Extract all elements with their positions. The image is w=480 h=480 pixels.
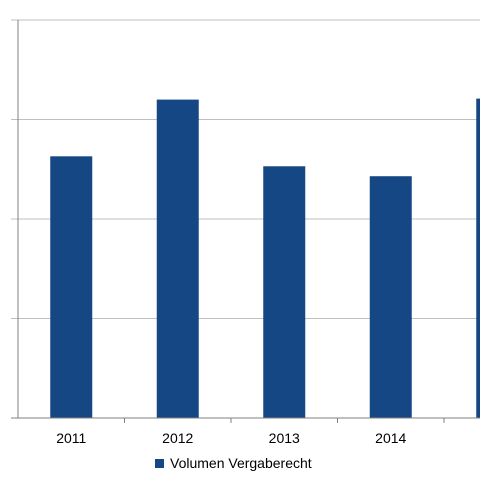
x-tick-label: 2013 (269, 430, 300, 446)
bar (50, 156, 93, 418)
legend: Volumen Vergaberecht (155, 455, 312, 471)
x-tick-label: 2012 (162, 430, 193, 446)
bar (263, 166, 306, 418)
x-tick-label: 2011 (56, 430, 86, 446)
x-tick-label: 2014 (375, 430, 406, 446)
legend-swatch (155, 458, 164, 468)
bar (156, 99, 199, 418)
legend-label: Volumen Vergaberecht (170, 455, 312, 471)
bar (369, 176, 412, 418)
bar (476, 98, 480, 418)
